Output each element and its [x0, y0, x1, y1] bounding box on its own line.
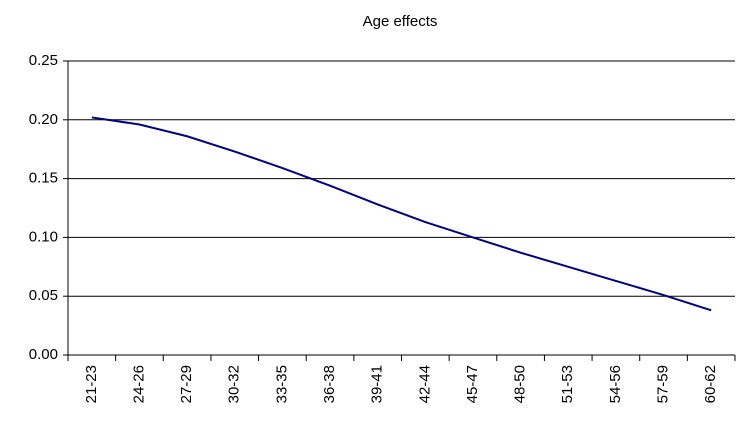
line-series — [91, 116, 712, 312]
x-tick-label: 51-53 — [559, 365, 576, 403]
x-tick-label: 57-59 — [655, 365, 672, 403]
x-tick-label: 48-50 — [512, 365, 529, 403]
y-tick-label: 0.05 — [29, 287, 58, 304]
y-tick-label: 0.20 — [29, 111, 58, 128]
x-tick-label: 39-41 — [369, 365, 386, 403]
x-tick-label: 45-47 — [464, 365, 481, 403]
x-tick-label: 33-35 — [273, 365, 290, 403]
y-tick-label: 0.25 — [29, 52, 58, 69]
x-tick-label: 42-44 — [416, 365, 433, 403]
x-tick-label: 30-32 — [226, 365, 243, 403]
y-tick-label: 0.15 — [29, 170, 58, 187]
y-tick-label: 0.00 — [29, 346, 58, 363]
chart-title: Age effects — [363, 13, 438, 30]
x-tick-label: 60-62 — [702, 365, 719, 403]
y-tick-label: 0.10 — [29, 228, 58, 245]
x-tick-label: 36-38 — [321, 365, 338, 403]
x-tick-label: 24-26 — [130, 365, 147, 403]
x-tick-label: 21-23 — [83, 365, 100, 403]
x-tick-label: 27-29 — [178, 365, 195, 403]
x-tick-label: 54-56 — [607, 365, 624, 403]
